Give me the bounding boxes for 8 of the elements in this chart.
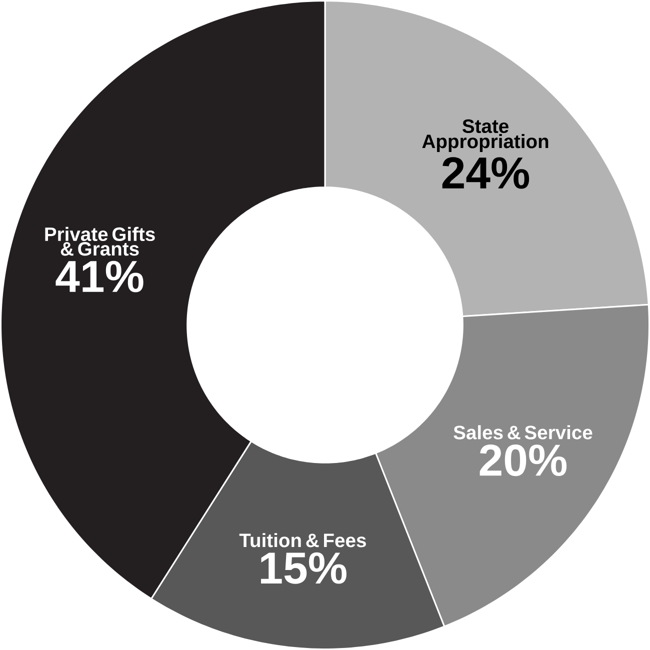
data-label: 24%: [442, 157, 530, 189]
slice-label: State Appropriation: [422, 119, 548, 152]
slice-label: Sales & Service: [454, 425, 592, 440]
data-label: 15%: [261, 552, 346, 584]
slice-label: Private Gifts & Grants: [45, 226, 155, 256]
data-label: 20%: [480, 444, 567, 476]
data-label: 41%: [56, 260, 144, 292]
slice-label: Tuition & Fees: [239, 533, 366, 548]
